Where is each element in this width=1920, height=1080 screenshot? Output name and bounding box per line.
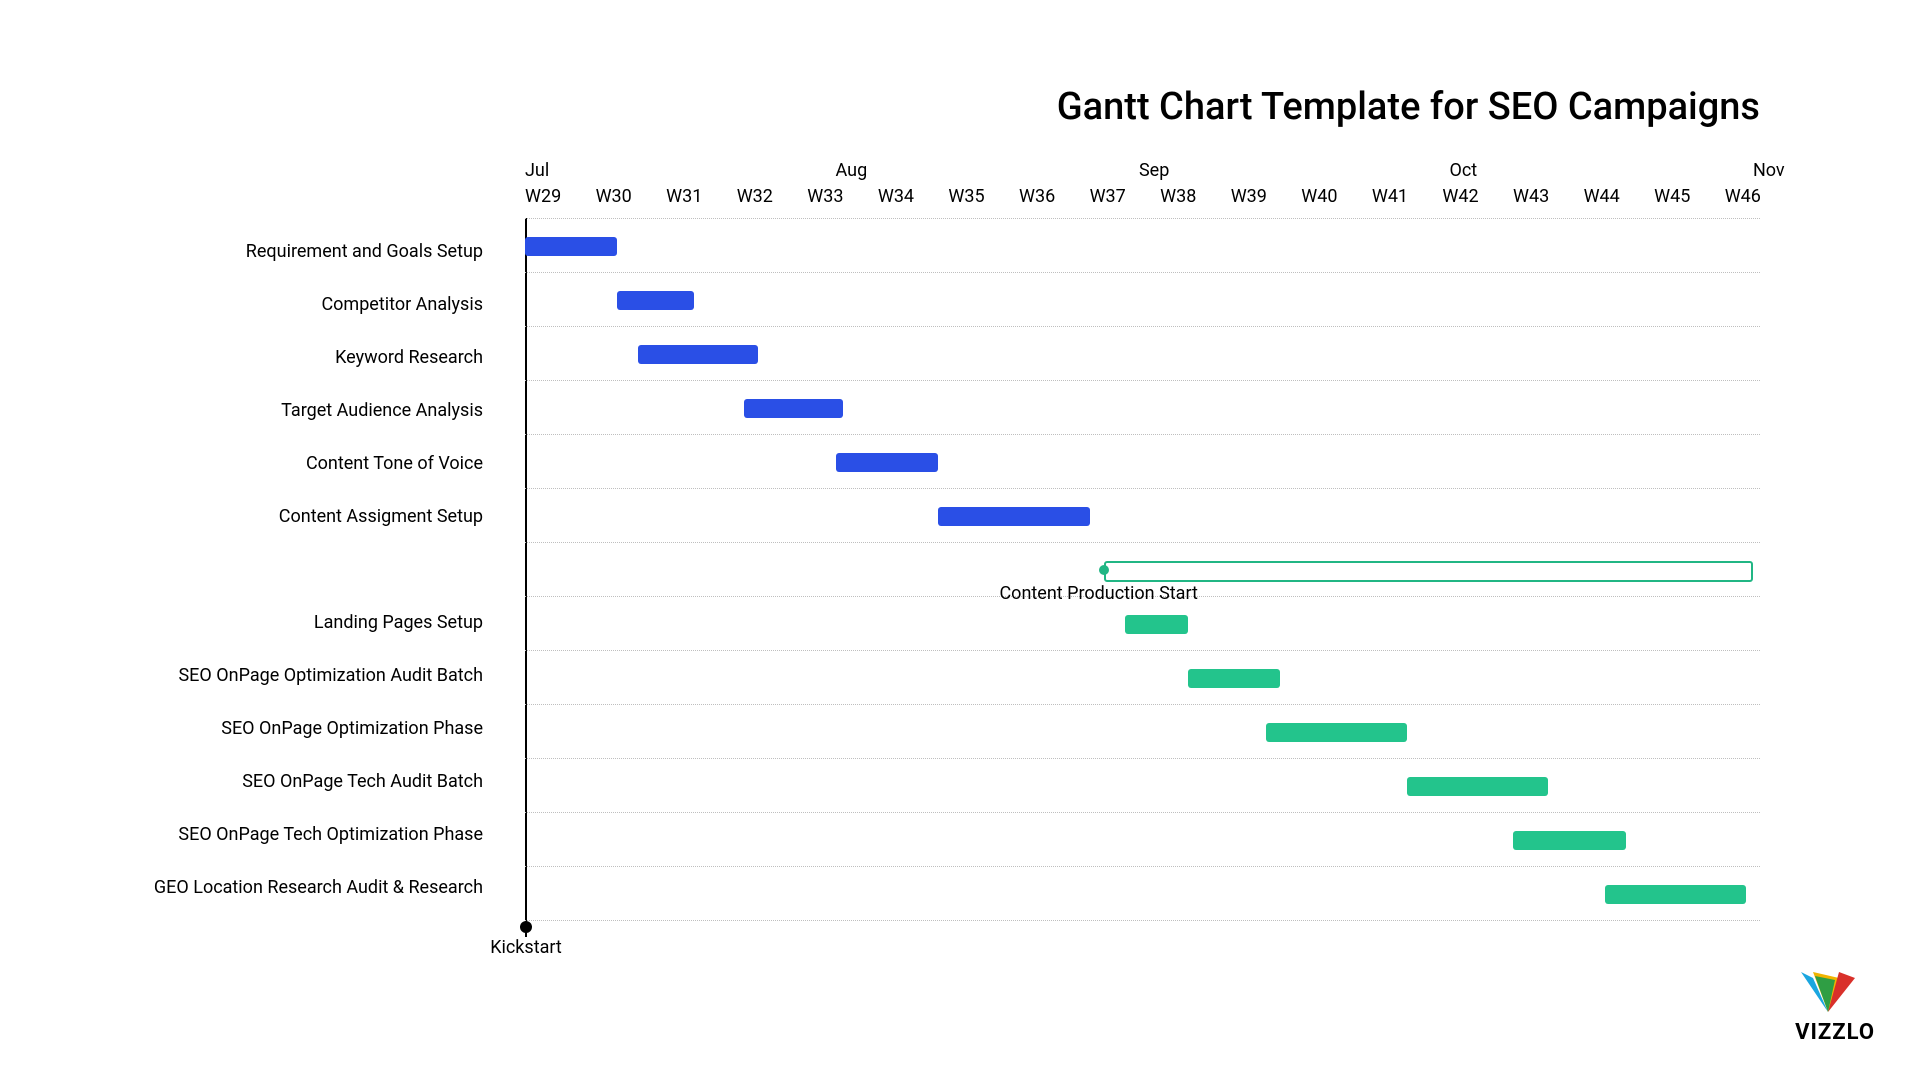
page: Gantt Chart Template for SEO Campaigns R…: [0, 0, 1920, 1080]
gantt-row: [525, 597, 1760, 651]
gantt-row: [525, 651, 1760, 705]
gantt-row: [525, 327, 1760, 381]
plot-area: JulAugSepOctNov W29W30W31W32W33W34W35W36…: [525, 160, 1760, 960]
x-axis-week-label: W44: [1584, 186, 1620, 207]
x-axis-week-label: W30: [596, 186, 632, 207]
gantt-row: Content Production Start: [525, 543, 1760, 597]
gantt-bar: [1125, 615, 1189, 634]
task-label: SEO OnPage Optimization Phase: [140, 702, 505, 755]
task-label: Landing Pages Setup: [140, 596, 505, 649]
x-axis-week-label: W43: [1513, 186, 1549, 207]
x-axis-month-label: Jul: [525, 160, 549, 181]
task-label: GEO Location Research Audit & Research: [140, 861, 505, 914]
vizzlo-logo-text: VIZZLO: [1795, 1020, 1875, 1045]
x-axis-week-label: W39: [1231, 186, 1267, 207]
x-axis-weeks: W29 W30 W31 W32 W33 W34 W35 W36 W37 W38 W39 W40 W41 W…: [525, 186, 1760, 210]
x-axis-month-label: Oct: [1449, 160, 1477, 181]
x-axis-week-label: W40: [1301, 186, 1337, 207]
gantt-chart: Requirement and Goals SetupCompetitor An…: [140, 160, 1760, 960]
x-axis-week-label: W42: [1442, 186, 1478, 207]
gantt-bar: [1513, 831, 1626, 850]
x-axis-months: JulAugSepOctNov: [525, 160, 1760, 184]
x-axis-week-label: W37: [1090, 186, 1126, 207]
kickstart-label: Kickstart: [490, 937, 562, 958]
x-axis-month-label: Sep: [1139, 160, 1169, 181]
gantt-bar: [1605, 885, 1746, 904]
x-axis-week-label: W34: [878, 186, 914, 207]
task-labels-column: Requirement and Goals SetupCompetitor An…: [140, 225, 505, 914]
gantt-bar: [1188, 669, 1280, 688]
rows-grid: Content Production Start: [525, 218, 1760, 921]
task-label: SEO OnPage Tech Audit Batch: [140, 755, 505, 808]
gantt-row: [525, 867, 1760, 921]
x-axis-week-label: W41: [1372, 186, 1408, 207]
gantt-bar: [938, 507, 1090, 526]
gantt-row: [525, 273, 1760, 327]
gantt-bar: [525, 237, 617, 256]
milestone-dot: [1099, 565, 1109, 575]
task-label: Keyword Research: [140, 331, 505, 384]
x-axis-week-label: W45: [1654, 186, 1690, 207]
chart-title: Gantt Chart Template for SEO Campaigns: [1057, 85, 1760, 129]
x-axis-week-label: W32: [737, 186, 773, 207]
gantt-bar: [1266, 723, 1407, 742]
task-label: SEO OnPage Tech Optimization Phase: [140, 808, 505, 861]
gantt-row: [525, 489, 1760, 543]
kickstart-marker: [520, 921, 532, 933]
x-axis-week-label: W33: [807, 186, 843, 207]
gantt-bar: [1407, 777, 1548, 796]
gantt-bar: [836, 453, 938, 472]
gantt-row: [525, 705, 1760, 759]
gantt-row: [525, 759, 1760, 813]
x-axis-week-label: W35: [948, 186, 984, 207]
task-label: Competitor Analysis: [140, 278, 505, 331]
gantt-bar-outline: [1104, 561, 1753, 582]
gantt-row: [525, 813, 1760, 867]
task-label: Target Audience Analysis: [140, 384, 505, 437]
vizzlo-logo: VIZZLO: [1795, 968, 1875, 1045]
x-axis-month-label: Nov: [1753, 160, 1785, 181]
x-axis-week-label: W46: [1725, 186, 1761, 207]
task-label: [140, 543, 505, 596]
gantt-bar: [638, 345, 758, 364]
x-axis-month-label: Aug: [836, 160, 868, 181]
task-label: Content Tone of Voice: [140, 437, 505, 490]
x-axis-week-label: W31: [666, 186, 702, 207]
x-axis-week-label: W36: [1019, 186, 1055, 207]
gantt-bar: [744, 399, 843, 418]
gantt-row: [525, 435, 1760, 489]
vizzlo-logo-icon: [1795, 968, 1861, 1014]
task-label: Requirement and Goals Setup: [140, 225, 505, 278]
gantt-row: [525, 218, 1760, 273]
x-axis-week-label: W38: [1160, 186, 1196, 207]
x-axis-week-label: W29: [525, 186, 561, 207]
task-label: SEO OnPage Optimization Audit Batch: [140, 649, 505, 702]
gantt-row: [525, 381, 1760, 435]
gantt-bar: [617, 291, 695, 310]
task-label: Content Assigment Setup: [140, 490, 505, 543]
